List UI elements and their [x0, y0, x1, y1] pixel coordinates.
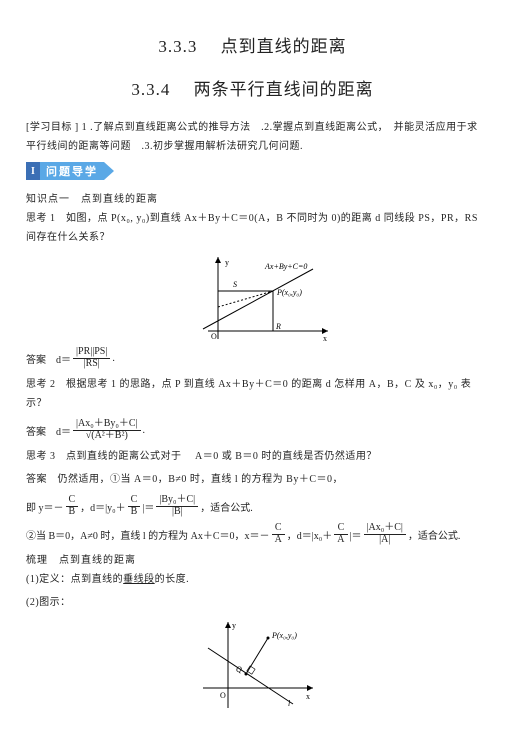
fig2-x: x	[306, 692, 310, 701]
think3: 思考 3 点到直线的距离公式对于 A＝0 或 B＝0 时的直线是否仍然适用？	[26, 447, 479, 466]
figure-2: O y x P(x₀,y₀) Q l	[26, 616, 479, 711]
fig1-S: S	[233, 280, 237, 289]
combing1-tail: 的长度.	[155, 574, 190, 585]
a3l2-f1: C B	[66, 495, 79, 517]
fig1-R: R	[275, 322, 281, 331]
answer2-tail: .	[143, 425, 146, 436]
a3l3-tail: ，适合公式.	[408, 527, 461, 542]
title-main-num: 3.3.3	[158, 37, 197, 56]
title-sub: 3.3.4 两条平行直线间的距离	[26, 75, 479, 100]
a3l3-f2n: C	[334, 523, 347, 535]
figure-1: O y x Ax+By+C=0 P(x₀,y₀) S R	[26, 251, 479, 341]
answer1-label: 答案 d＝	[26, 351, 71, 366]
fig2-P: P(x₀,y₀)	[271, 631, 297, 640]
answer3-line1: 答案 仍然适用，①当 A＝0，B≠0 时，直线 l 的方程为 By＋C＝0，	[26, 470, 479, 489]
a3l2-mid2: |＝	[142, 499, 154, 514]
fig2-O: O	[220, 691, 226, 700]
combing1-a: (1)定义：点到直线的	[26, 574, 123, 585]
a3l2-f1d: B	[66, 507, 79, 518]
a3l2-tail: ，适合公式.	[200, 499, 253, 514]
answer3-line3: ②当 B＝0，A≠0 时，直线 l 的方程为 Ax＋C＝0，x＝－ C A ，d…	[26, 523, 479, 545]
a3l3-pre: ②当 B＝0，A≠0 时，直线 l 的方程为 Ax＋C＝0，x＝－	[26, 527, 270, 542]
answer-1: 答案 d＝ |PR||PS| |RS| .	[26, 347, 479, 369]
answer2-label: 答案 d＝	[26, 423, 71, 438]
kp1-heading: 知识点一 点到直线的距离	[26, 190, 479, 205]
a3l2-pre: 即 y＝－	[26, 499, 64, 514]
a3l2-f2: C B	[128, 495, 141, 517]
combing-2: (2)图示：	[26, 593, 479, 612]
a3l3-f3n: |Ax₀＋C|	[364, 523, 406, 535]
figure-2-svg: O y x P(x₀,y₀) Q l	[188, 616, 318, 711]
answer-2: 答案 d＝ |Ax₀＋By₀＋C| √(A²＋B²) .	[26, 419, 479, 441]
a3l3-f3: |Ax₀＋C| |A|	[364, 523, 406, 545]
section-bar-label: 问题导学	[40, 162, 104, 180]
fig1-line-label: Ax+By+C=0	[264, 262, 307, 271]
a3l2-f3d: |B|	[156, 507, 198, 518]
think2: 思考 2 根据思考 1 的思路，点 P 到直线 Ax＋By＋C＝0 的距离 d …	[26, 375, 479, 413]
learning-goals: [学习目标 ] 1 .了解点到直线距离公式的推导方法 .2.掌握点到直线距离公式…	[26, 118, 479, 156]
combing-1: (1)定义：点到直线的垂线段的长度.	[26, 570, 479, 589]
a3l2-mid1: ，d＝|y₀＋	[80, 499, 126, 514]
title-sub-num: 3.3.4	[131, 80, 170, 99]
think1: 思考 1 如图，点 P(x₀, y₀)到直线 Ax＋By＋C＝0(A，B 不同时…	[26, 209, 479, 247]
fig2-y: y	[232, 621, 236, 630]
fig2-Q: Q	[236, 665, 242, 674]
a3l3-f1d: A	[272, 535, 285, 546]
answer1-num: |PR||PS|	[73, 347, 110, 359]
section-bar-num: I	[26, 162, 40, 180]
combing-heading: 梳理 点到直线的距离	[26, 551, 479, 566]
a3l2-f1n: C	[66, 495, 79, 507]
a3l3-f3d: |A|	[364, 535, 406, 546]
answer2-fraction: |Ax₀＋By₀＋C| √(A²＋B²)	[73, 419, 141, 441]
answer2-den: √(A²＋B²)	[73, 431, 141, 442]
a3l2-f2n: C	[128, 495, 141, 507]
a3l2-f2d: B	[128, 507, 141, 518]
answer3-line2: 即 y＝－ C B ，d＝|y₀＋ C B |＝ |By₀＋C| |B| ，适合…	[26, 495, 479, 517]
section-bar: I 问题导学	[26, 162, 479, 180]
fig1-y: y	[225, 258, 229, 267]
fig1-O: O	[211, 332, 217, 341]
a3l2-f3: |By₀＋C| |B|	[156, 495, 198, 517]
fig1-x: x	[323, 334, 327, 341]
a3l3-mid2: |＝	[350, 527, 362, 542]
title-main-text: 点到直线的距离	[221, 37, 347, 56]
a3l3-f2d: A	[334, 535, 347, 546]
title-sub-text: 两条平行直线间的距离	[194, 80, 374, 99]
section-bar-tail-icon	[104, 162, 114, 180]
title-main: 3.3.3 点到直线的距离	[26, 32, 479, 57]
a3l3-mid1: ，d＝|x₀＋	[287, 527, 333, 542]
combing1-u: 垂线段	[123, 574, 155, 585]
a3l3-f1n: C	[272, 523, 285, 535]
a3l3-f2: C A	[334, 523, 347, 545]
answer1-tail: .	[112, 353, 115, 364]
answer2-num: |Ax₀＋By₀＋C|	[73, 419, 141, 431]
fig1-P: P(x₀,y₀)	[276, 288, 302, 297]
a3l2-f3n: |By₀＋C|	[156, 495, 198, 507]
answer1-fraction: |PR||PS| |RS|	[73, 347, 110, 369]
a3l3-f1: C A	[272, 523, 285, 545]
answer1-den: |RS|	[73, 359, 110, 370]
page: 3.3.3 点到直线的距离 3.3.4 两条平行直线间的距离 [学习目标 ] 1…	[0, 0, 505, 735]
fig2-l: l	[288, 699, 291, 708]
figure-1-svg: O y x Ax+By+C=0 P(x₀,y₀) S R	[173, 251, 333, 341]
